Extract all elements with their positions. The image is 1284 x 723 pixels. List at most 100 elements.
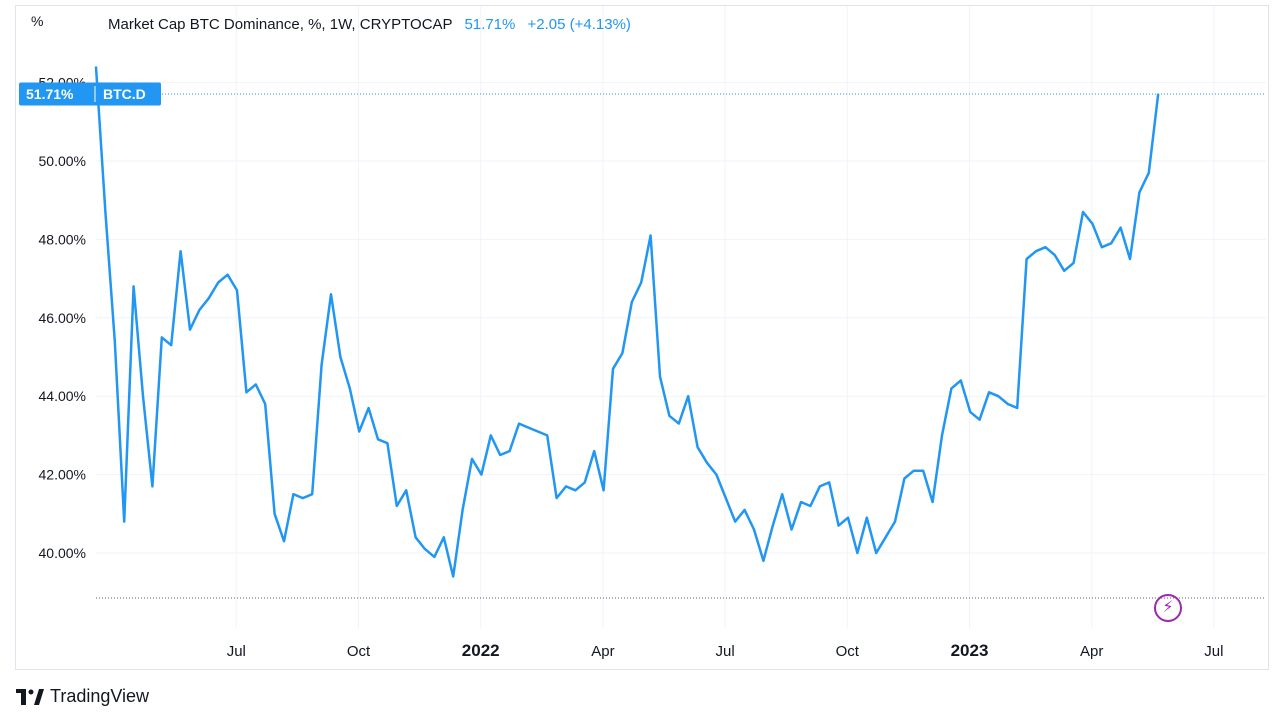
data-point [104, 211, 107, 213]
data-point [969, 411, 971, 413]
data-point [471, 458, 473, 460]
x-tick-label: Apr [1080, 643, 1103, 660]
price-badge-symbol: BTC.D [103, 86, 146, 102]
data-point [1025, 258, 1028, 260]
data-point [772, 524, 774, 527]
data-point [311, 493, 314, 496]
data-point [1063, 270, 1065, 272]
data-point [922, 469, 924, 472]
data-point [424, 548, 426, 550]
data-point [443, 536, 445, 539]
data-point [866, 516, 868, 519]
data-point [978, 418, 981, 421]
data-point [1101, 246, 1103, 248]
last-value: 51.71% [464, 16, 516, 33]
unit-label: % [31, 13, 44, 29]
data-point [884, 536, 887, 539]
data-point [537, 430, 539, 433]
data-point [217, 281, 219, 284]
data-point [565, 485, 567, 488]
data-point [367, 407, 370, 409]
data-point [198, 309, 201, 311]
data-point [1148, 172, 1150, 174]
y-tick-label: 44.00% [39, 388, 86, 404]
data-point [527, 426, 530, 429]
data-point [762, 560, 765, 562]
data-point [1072, 262, 1075, 264]
data-point [273, 513, 276, 515]
data-point [809, 505, 812, 507]
data-point [339, 356, 342, 358]
data-point [593, 450, 595, 452]
x-tick-label: Oct [347, 643, 371, 660]
data-point [1119, 226, 1122, 229]
data-point [715, 473, 718, 476]
y-tick-label: 42.00% [39, 467, 86, 483]
data-point [1082, 211, 1084, 213]
data-point [649, 234, 652, 237]
x-tick-label: Jul [1204, 643, 1223, 660]
data-point [396, 505, 398, 507]
x-tick-label: 2023 [951, 641, 989, 660]
data-point [499, 454, 502, 456]
data-point [226, 273, 229, 276]
data-point [875, 552, 877, 554]
data-point [631, 301, 633, 303]
lightning-icon[interactable]: ⚡︎ [1154, 594, 1182, 622]
data-point [132, 285, 135, 288]
data-point [518, 422, 520, 425]
data-point [302, 497, 304, 499]
price-badge: 51.71% BTC.D [19, 82, 161, 106]
data-point [490, 434, 492, 437]
y-tick-label: 40.00% [39, 545, 86, 561]
x-tick-label: 2022 [462, 641, 500, 660]
data-point [508, 450, 511, 452]
y-axis-labels: 52.00%50.00%48.00%46.00%44.00%42.00%40.0… [39, 75, 86, 561]
data-point [790, 528, 793, 531]
data-point [602, 489, 605, 492]
data-point [555, 497, 558, 499]
data-point [292, 493, 295, 496]
data-point [433, 556, 436, 558]
data-point [800, 501, 802, 503]
x-tick-label: Jul [227, 643, 246, 660]
data-point [960, 379, 962, 382]
data-point [358, 430, 361, 433]
data-point [659, 375, 661, 378]
data-point [819, 485, 821, 488]
data-point [837, 524, 840, 527]
chart-legend-header: Market Cap BTC Dominance, %, 1W, CRYPTOC… [108, 16, 631, 33]
x-tick-label: Jul [716, 643, 735, 660]
data-point [1054, 254, 1056, 256]
data-point [377, 438, 379, 441]
x-tick-label: Oct [836, 643, 860, 660]
data-point [988, 391, 990, 394]
data-points [95, 66, 1159, 578]
tradingview-logo-icon [16, 687, 44, 707]
data-point [1044, 246, 1047, 248]
data-point [236, 289, 238, 292]
tradingview-wordmark: TradingView [50, 686, 150, 706]
data-point [1138, 191, 1141, 194]
data-point [123, 520, 125, 523]
series-title[interactable]: Market Cap BTC Dominance, %, 1W, CRYPTOC… [108, 16, 453, 33]
data-point [640, 281, 642, 284]
data-point [283, 540, 285, 542]
data-point [950, 387, 953, 390]
y-tick-label: 48.00% [39, 231, 86, 247]
y-tick-label: 50.00% [39, 153, 86, 169]
data-point [612, 368, 614, 370]
data-point [678, 422, 680, 425]
data-point [1110, 242, 1112, 245]
data-point [142, 395, 144, 398]
data-point [480, 473, 483, 476]
data-point [743, 509, 746, 511]
data-point [621, 352, 624, 354]
data-point [320, 364, 323, 366]
data-point [725, 497, 727, 499]
data-point [1016, 407, 1018, 409]
tradingview-logo[interactable]: TradingView [16, 686, 149, 707]
data-point [584, 481, 586, 484]
data-point [734, 520, 736, 523]
